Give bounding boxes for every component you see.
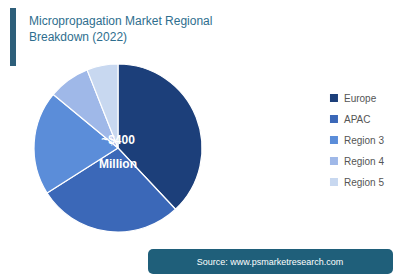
- svg-text:~$400: ~$400: [101, 133, 135, 147]
- svg-text:Europe: Europe: [344, 93, 377, 104]
- svg-text:Million: Million: [99, 157, 137, 171]
- svg-text:Region 3: Region 3: [344, 135, 384, 146]
- svg-text:APAC: APAC: [344, 114, 371, 125]
- svg-text:Breakdown (2022): Breakdown (2022): [29, 30, 127, 44]
- svg-text:Micropropagation Market Region: Micropropagation Market Regional: [29, 14, 212, 28]
- svg-text:Source: www.psmarketresearch.c: Source: www.psmarketresearch.com: [197, 257, 344, 267]
- svg-text:Region 5: Region 5: [344, 177, 384, 188]
- svg-text:Region 4: Region 4: [344, 156, 384, 167]
